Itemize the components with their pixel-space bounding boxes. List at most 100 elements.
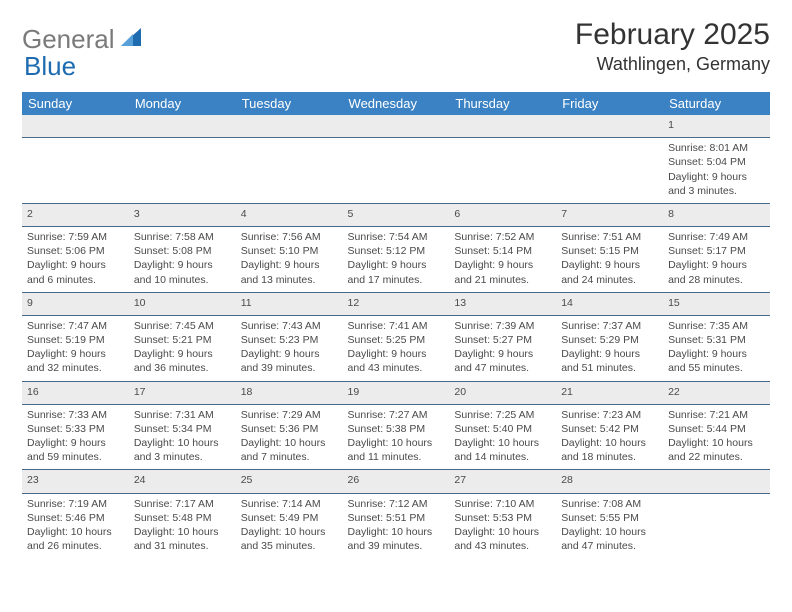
daylight-text: Daylight: 9 hours and 39 minutes. bbox=[241, 347, 338, 375]
day-cell: Sunrise: 7:45 AMSunset: 5:21 PMDaylight:… bbox=[129, 315, 236, 381]
sunrise-text: Sunrise: 7:41 AM bbox=[348, 319, 445, 333]
day-cell: Sunrise: 8:01 AMSunset: 5:04 PMDaylight:… bbox=[663, 138, 770, 204]
daylight-text: Daylight: 10 hours and 7 minutes. bbox=[241, 436, 338, 464]
day-number: 13 bbox=[449, 292, 556, 315]
sunset-text: Sunset: 5:19 PM bbox=[27, 333, 124, 347]
day-cell: Sunrise: 7:23 AMSunset: 5:42 PMDaylight:… bbox=[556, 404, 663, 470]
title-block: February 2025 Wathlingen, Germany bbox=[575, 18, 770, 75]
day-number bbox=[449, 115, 556, 138]
daylight-text: Daylight: 10 hours and 31 minutes. bbox=[134, 525, 231, 553]
day-number: 21 bbox=[556, 381, 663, 404]
daylight-text: Daylight: 9 hours and 28 minutes. bbox=[668, 258, 765, 286]
sunrise-text: Sunrise: 7:54 AM bbox=[348, 230, 445, 244]
month-title: February 2025 bbox=[575, 18, 770, 52]
day-number bbox=[129, 115, 236, 138]
sunset-text: Sunset: 5:46 PM bbox=[27, 511, 124, 525]
day-number bbox=[663, 470, 770, 493]
day-number: 27 bbox=[449, 470, 556, 493]
daylight-text: Daylight: 9 hours and 17 minutes. bbox=[348, 258, 445, 286]
day-number: 25 bbox=[236, 470, 343, 493]
daylight-text: Daylight: 9 hours and 3 minutes. bbox=[668, 170, 765, 198]
sunset-text: Sunset: 5:04 PM bbox=[668, 155, 765, 169]
sunset-text: Sunset: 5:48 PM bbox=[134, 511, 231, 525]
daylight-text: Daylight: 9 hours and 32 minutes. bbox=[27, 347, 124, 375]
day-cell: Sunrise: 7:49 AMSunset: 5:17 PMDaylight:… bbox=[663, 227, 770, 293]
day-number-row: 1 bbox=[22, 115, 770, 138]
sunset-text: Sunset: 5:55 PM bbox=[561, 511, 658, 525]
daylight-text: Daylight: 9 hours and 43 minutes. bbox=[348, 347, 445, 375]
day-cell: Sunrise: 7:27 AMSunset: 5:38 PMDaylight:… bbox=[343, 404, 450, 470]
sunrise-text: Sunrise: 7:39 AM bbox=[454, 319, 551, 333]
weekday-header: Friday bbox=[556, 92, 663, 115]
day-detail-row: Sunrise: 7:47 AMSunset: 5:19 PMDaylight:… bbox=[22, 315, 770, 381]
daylight-text: Daylight: 9 hours and 21 minutes. bbox=[454, 258, 551, 286]
sunset-text: Sunset: 5:14 PM bbox=[454, 244, 551, 258]
daylight-text: Daylight: 10 hours and 47 minutes. bbox=[561, 525, 658, 553]
day-cell: Sunrise: 7:35 AMSunset: 5:31 PMDaylight:… bbox=[663, 315, 770, 381]
sunrise-text: Sunrise: 8:01 AM bbox=[668, 141, 765, 155]
sunrise-text: Sunrise: 7:31 AM bbox=[134, 408, 231, 422]
sunset-text: Sunset: 5:42 PM bbox=[561, 422, 658, 436]
weekday-header: Tuesday bbox=[236, 92, 343, 115]
sunset-text: Sunset: 5:06 PM bbox=[27, 244, 124, 258]
day-cell bbox=[663, 493, 770, 558]
day-number: 7 bbox=[556, 203, 663, 226]
day-cell: Sunrise: 7:17 AMSunset: 5:48 PMDaylight:… bbox=[129, 493, 236, 558]
day-cell: Sunrise: 7:08 AMSunset: 5:55 PMDaylight:… bbox=[556, 493, 663, 558]
sunrise-text: Sunrise: 7:45 AM bbox=[134, 319, 231, 333]
weekday-header: Wednesday bbox=[343, 92, 450, 115]
day-number: 3 bbox=[129, 203, 236, 226]
day-number: 5 bbox=[343, 203, 450, 226]
day-cell bbox=[449, 138, 556, 204]
day-detail-row: Sunrise: 7:59 AMSunset: 5:06 PMDaylight:… bbox=[22, 227, 770, 293]
daylight-text: Daylight: 10 hours and 3 minutes. bbox=[134, 436, 231, 464]
daylight-text: Daylight: 9 hours and 59 minutes. bbox=[27, 436, 124, 464]
sunrise-text: Sunrise: 7:59 AM bbox=[27, 230, 124, 244]
day-number: 6 bbox=[449, 203, 556, 226]
day-number: 28 bbox=[556, 470, 663, 493]
day-cell: Sunrise: 7:58 AMSunset: 5:08 PMDaylight:… bbox=[129, 227, 236, 293]
day-cell: Sunrise: 7:37 AMSunset: 5:29 PMDaylight:… bbox=[556, 315, 663, 381]
day-number bbox=[236, 115, 343, 138]
day-number: 26 bbox=[343, 470, 450, 493]
day-detail-row: Sunrise: 7:19 AMSunset: 5:46 PMDaylight:… bbox=[22, 493, 770, 558]
day-number bbox=[343, 115, 450, 138]
sunset-text: Sunset: 5:23 PM bbox=[241, 333, 338, 347]
sunrise-text: Sunrise: 7:58 AM bbox=[134, 230, 231, 244]
daylight-text: Daylight: 9 hours and 13 minutes. bbox=[241, 258, 338, 286]
daylight-text: Daylight: 10 hours and 26 minutes. bbox=[27, 525, 124, 553]
day-cell: Sunrise: 7:56 AMSunset: 5:10 PMDaylight:… bbox=[236, 227, 343, 293]
weekday-header: Thursday bbox=[449, 92, 556, 115]
sunset-text: Sunset: 5:31 PM bbox=[668, 333, 765, 347]
daylight-text: Daylight: 9 hours and 51 minutes. bbox=[561, 347, 658, 375]
daylight-text: Daylight: 9 hours and 10 minutes. bbox=[134, 258, 231, 286]
day-cell: Sunrise: 7:52 AMSunset: 5:14 PMDaylight:… bbox=[449, 227, 556, 293]
daylight-text: Daylight: 9 hours and 55 minutes. bbox=[668, 347, 765, 375]
day-number: 24 bbox=[129, 470, 236, 493]
daylight-text: Daylight: 10 hours and 35 minutes. bbox=[241, 525, 338, 553]
day-cell: Sunrise: 7:29 AMSunset: 5:36 PMDaylight:… bbox=[236, 404, 343, 470]
sunrise-text: Sunrise: 7:14 AM bbox=[241, 497, 338, 511]
day-number: 18 bbox=[236, 381, 343, 404]
sunset-text: Sunset: 5:17 PM bbox=[668, 244, 765, 258]
sunrise-text: Sunrise: 7:29 AM bbox=[241, 408, 338, 422]
day-number: 19 bbox=[343, 381, 450, 404]
day-cell bbox=[129, 138, 236, 204]
daylight-text: Daylight: 10 hours and 39 minutes. bbox=[348, 525, 445, 553]
day-detail-row: Sunrise: 7:33 AMSunset: 5:33 PMDaylight:… bbox=[22, 404, 770, 470]
sunset-text: Sunset: 5:25 PM bbox=[348, 333, 445, 347]
sunrise-text: Sunrise: 7:35 AM bbox=[668, 319, 765, 333]
day-number-row: 16171819202122 bbox=[22, 381, 770, 404]
daylight-text: Daylight: 9 hours and 6 minutes. bbox=[27, 258, 124, 286]
sunrise-text: Sunrise: 7:19 AM bbox=[27, 497, 124, 511]
daylight-text: Daylight: 9 hours and 36 minutes. bbox=[134, 347, 231, 375]
sunset-text: Sunset: 5:34 PM bbox=[134, 422, 231, 436]
sunrise-text: Sunrise: 7:37 AM bbox=[561, 319, 658, 333]
day-number: 22 bbox=[663, 381, 770, 404]
day-number: 11 bbox=[236, 292, 343, 315]
sunset-text: Sunset: 5:53 PM bbox=[454, 511, 551, 525]
location-label: Wathlingen, Germany bbox=[575, 54, 770, 75]
sunset-text: Sunset: 5:51 PM bbox=[348, 511, 445, 525]
day-cell: Sunrise: 7:14 AMSunset: 5:49 PMDaylight:… bbox=[236, 493, 343, 558]
day-cell: Sunrise: 7:19 AMSunset: 5:46 PMDaylight:… bbox=[22, 493, 129, 558]
